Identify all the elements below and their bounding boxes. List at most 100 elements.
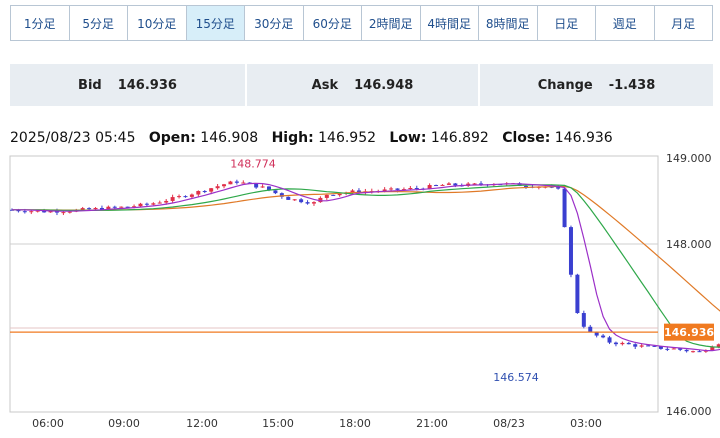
ma-mid-line: [12, 184, 720, 348]
tab-weekly[interactable]: 週足: [596, 6, 655, 40]
candle-body: [61, 212, 66, 214]
candle-body: [639, 345, 644, 347]
candle-body: [324, 194, 329, 198]
candle-body: [234, 181, 239, 183]
candle-body: [710, 347, 715, 351]
x-tick-0823: 08/23: [493, 417, 525, 430]
candle-body: [658, 346, 663, 349]
candle-body: [183, 196, 188, 198]
candle-body: [601, 335, 606, 338]
candle-body: [29, 211, 34, 213]
tab-5min[interactable]: 5分足: [69, 6, 128, 40]
bid-box: Bid 146.936: [10, 64, 245, 106]
candle-body: [691, 351, 696, 353]
x-tick-2100: 21:00: [416, 417, 448, 430]
tab-daily[interactable]: 日足: [537, 6, 596, 40]
candle-body: [517, 183, 522, 186]
candle-body: [228, 181, 233, 185]
candle-body: [697, 351, 702, 353]
candle-body: [222, 184, 227, 187]
candle-body: [119, 206, 124, 208]
ohlc-datetime: 2025/08/23 05:45: [10, 130, 136, 146]
ma-short-line: [12, 182, 720, 352]
tab-10min[interactable]: 10分足: [128, 6, 187, 40]
tab-monthly[interactable]: 月足: [654, 6, 712, 40]
close-label: Close:: [502, 130, 551, 146]
candle-body: [581, 313, 586, 327]
candle-body: [279, 193, 284, 197]
price-chart[interactable]: 146.936 149.000 148.000 146.000 06:00 09…: [0, 148, 720, 438]
x-tick-0600: 06:00: [32, 417, 64, 430]
candle-body: [125, 206, 130, 208]
tab-4hour[interactable]: 4時間足: [420, 6, 479, 40]
candle-body: [151, 203, 156, 205]
tab-1min[interactable]: 1分足: [11, 6, 70, 40]
candle-body: [164, 200, 169, 203]
candle-body: [646, 345, 651, 347]
annotation-high: 148.774: [230, 157, 276, 170]
candle-body: [273, 190, 278, 194]
tab-8hour[interactable]: 8時間足: [479, 6, 538, 40]
candle-body: [99, 207, 104, 210]
bid-value: 146.936: [117, 77, 177, 93]
candle-body: [562, 188, 567, 228]
low-label: Low:: [389, 130, 427, 146]
timeframe-tabs: 1分足 5分足 10分足 15分足 30分足 60分足 2時間足 4時間足 8時…: [10, 5, 713, 41]
bid-label: Bid: [78, 77, 102, 93]
candle-body: [575, 274, 580, 314]
candle-body: [716, 344, 720, 348]
candle-body: [93, 207, 98, 210]
x-tick-1800: 18:00: [339, 417, 371, 430]
candle-body: [350, 190, 355, 193]
candle-body: [196, 191, 201, 195]
candle-body: [16, 210, 21, 212]
candle-body: [382, 189, 387, 191]
candle-body: [48, 211, 53, 213]
ask-label: Ask: [311, 77, 339, 93]
candle-body: [684, 349, 689, 352]
plot-area: [9, 155, 659, 413]
candle-body: [189, 194, 194, 197]
tab-60min[interactable]: 60分足: [303, 6, 362, 40]
candle-body: [67, 211, 72, 213]
candle-body: [260, 186, 265, 188]
candle-body: [267, 186, 271, 191]
last-price-tag: [664, 323, 714, 341]
candle-body: [305, 202, 310, 204]
candle-body: [292, 199, 297, 201]
x-tick-0300: 03:00: [570, 417, 602, 430]
candle-body: [80, 208, 85, 210]
candle-body: [54, 211, 59, 213]
close-value: 146.936: [554, 130, 613, 146]
candle-body: [665, 348, 670, 350]
low-value: 146.892: [430, 130, 489, 146]
ask-value: 146.948: [354, 77, 414, 93]
candle-body: [202, 191, 207, 193]
ask-box: Ask 146.948: [247, 64, 478, 106]
candle-body: [401, 189, 406, 191]
candle-body: [588, 326, 593, 332]
candle-body: [446, 183, 451, 185]
candle-body: [568, 227, 573, 275]
high-label: High:: [271, 130, 314, 146]
candle-body: [331, 194, 336, 196]
tab-2hour[interactable]: 2時間足: [362, 6, 421, 40]
candle-body: [337, 193, 342, 196]
x-tick-1200: 12:00: [186, 417, 218, 430]
tab-30min[interactable]: 30分足: [245, 6, 304, 40]
change-value: -1.438: [608, 77, 656, 93]
candle-body: [299, 199, 304, 203]
candle-body: [524, 185, 528, 187]
candle-body: [144, 203, 149, 205]
candle-body: [671, 348, 676, 350]
candle-body: [395, 188, 400, 190]
candle-body: [42, 210, 47, 213]
change-label: Change: [537, 77, 593, 93]
candle-body: [215, 186, 220, 189]
tab-15min[interactable]: 15分足: [186, 6, 245, 40]
candle-body: [633, 344, 638, 347]
candle-body: [356, 190, 361, 193]
annotation-low: 146.574: [493, 371, 539, 384]
candle-body: [170, 197, 175, 201]
candle-body: [626, 342, 631, 345]
